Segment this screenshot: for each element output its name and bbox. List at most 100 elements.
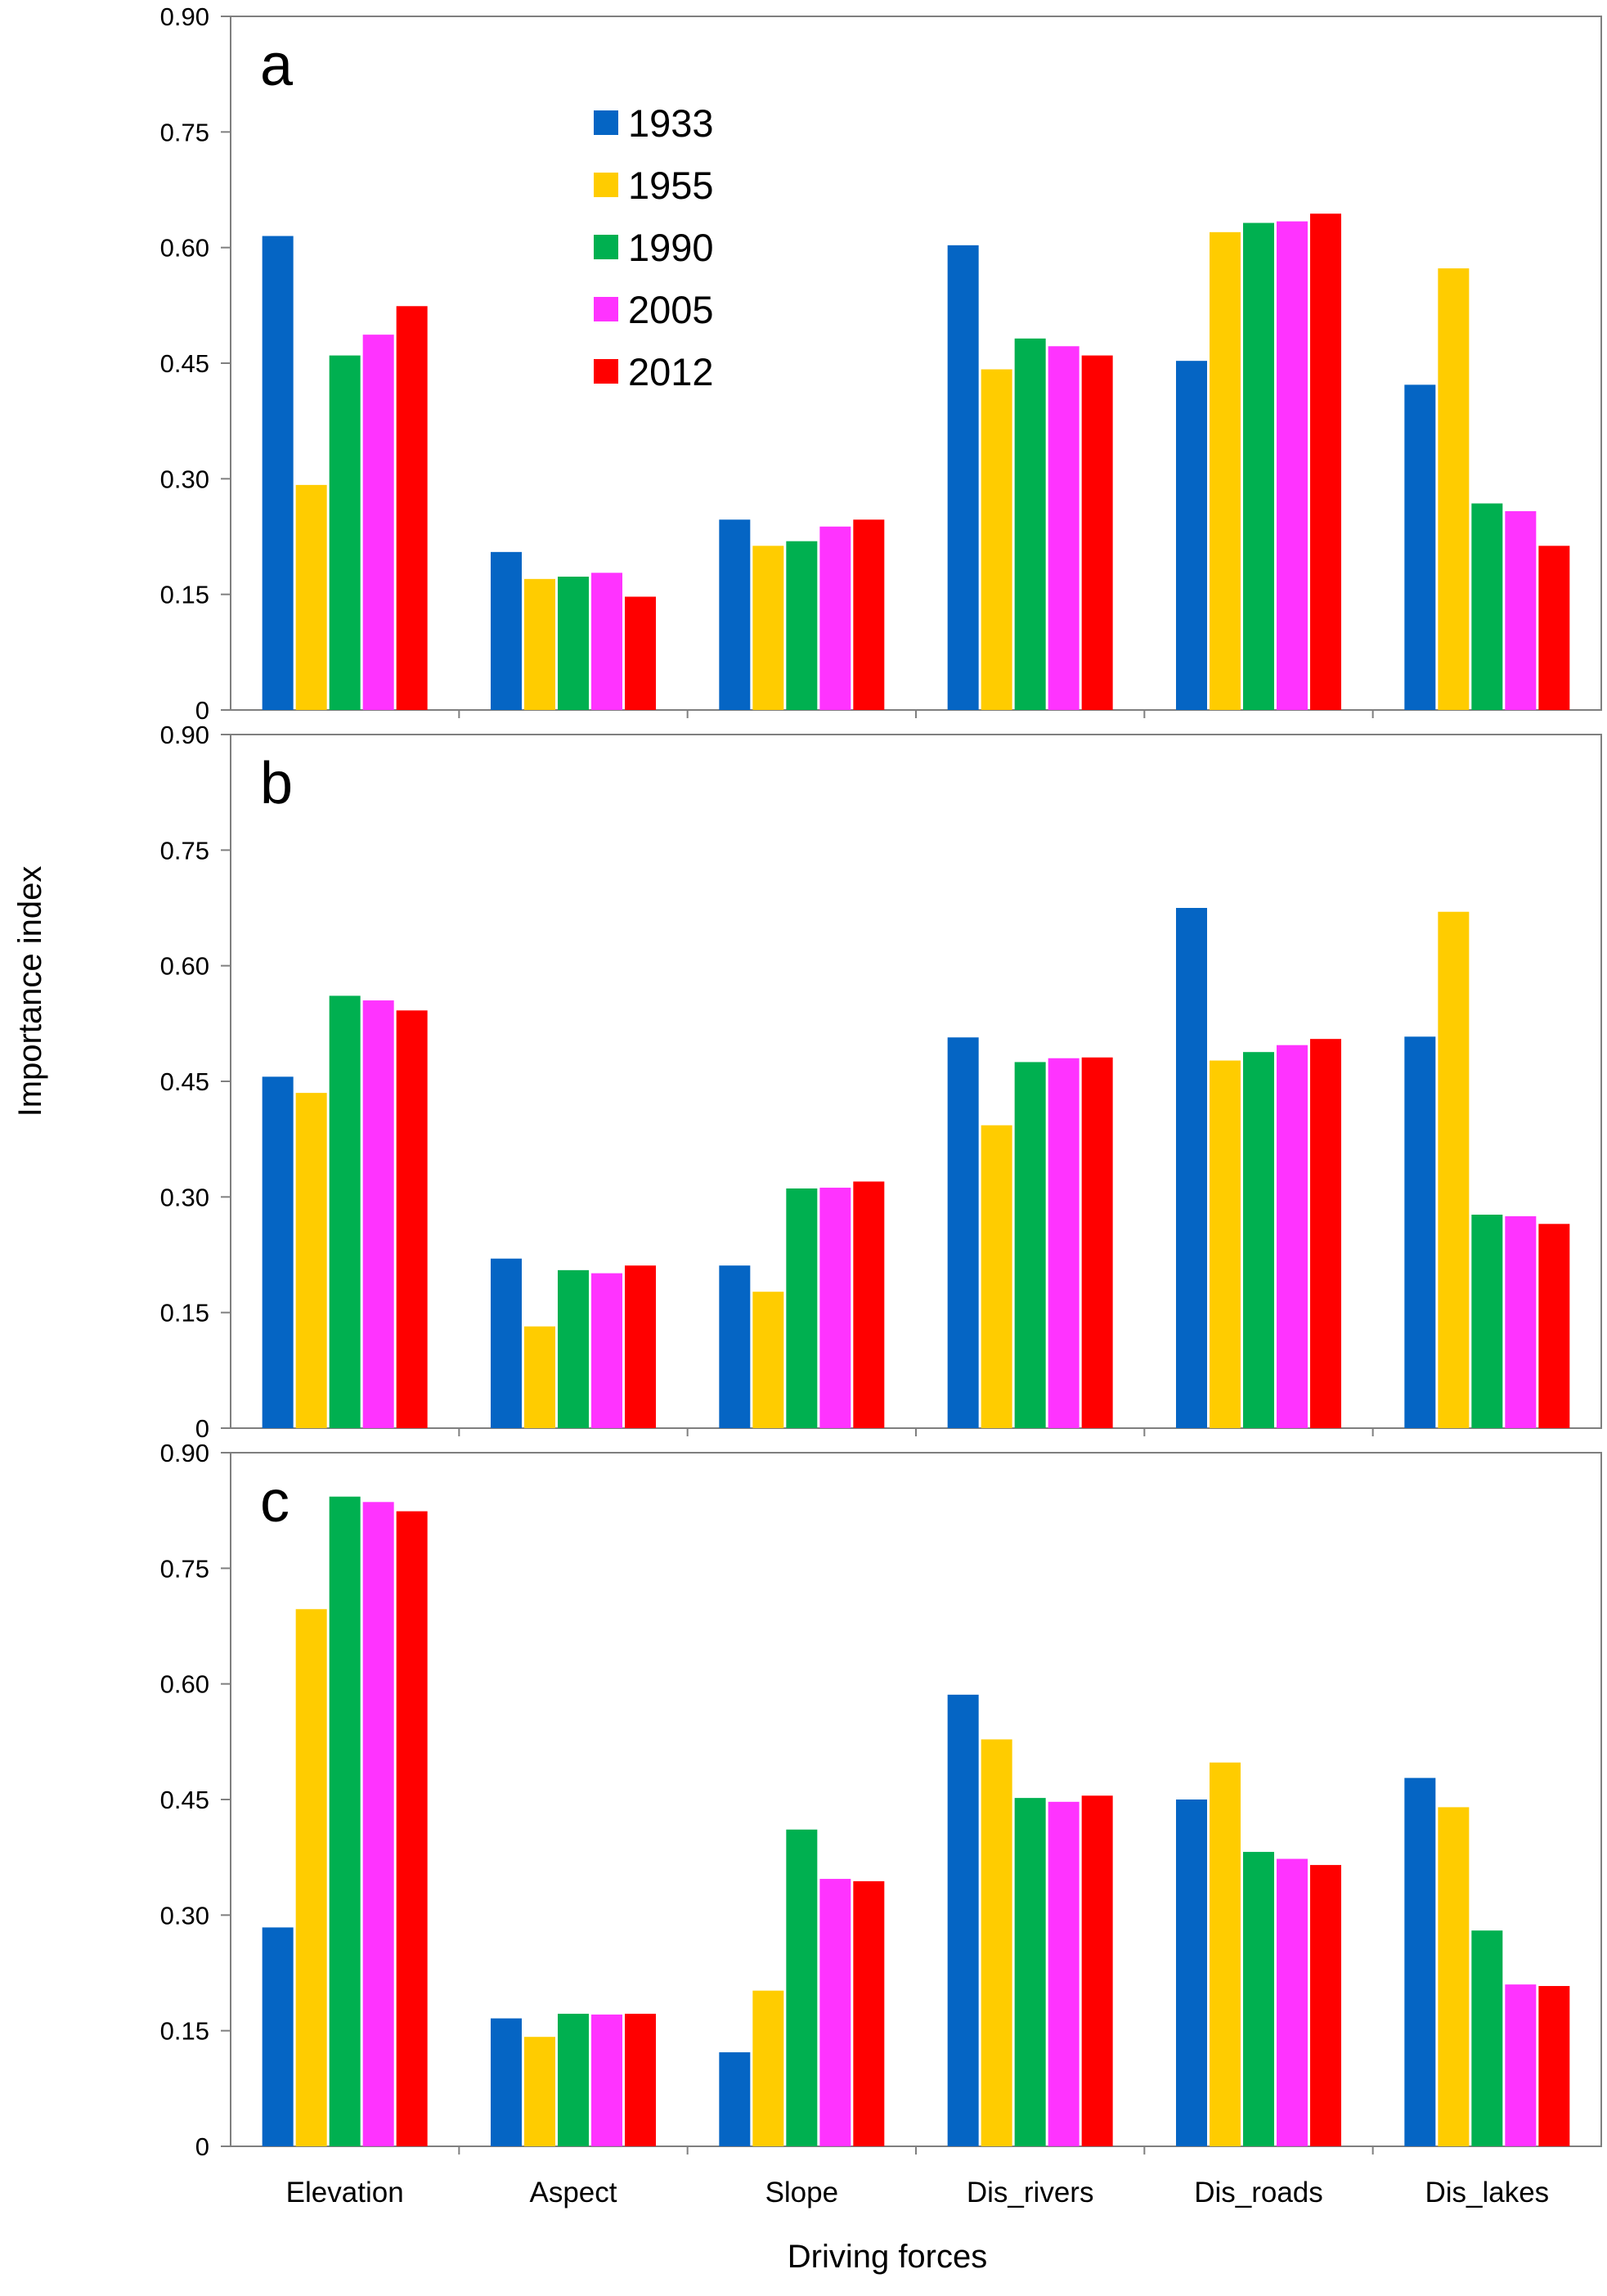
bar-slope-1933	[719, 519, 751, 710]
y-tick-label: 0.15	[160, 581, 209, 609]
bar-slope-1933	[719, 1265, 751, 1428]
bar-dis-rivers-1933	[947, 245, 979, 711]
bar-aspect-1990	[558, 2013, 589, 2146]
bar-slope-2012	[853, 519, 885, 710]
bar-slope-1955	[752, 1292, 784, 1428]
bar-elevation-1955	[295, 484, 327, 710]
y-tick-label: 0	[195, 2132, 209, 2161]
y-tick-label: 0.15	[160, 2017, 209, 2046]
bar-dis-rivers-2005	[1048, 346, 1080, 710]
bar-dis-rivers-2005	[1048, 1058, 1080, 1428]
y-tick-label: 0.30	[160, 465, 209, 493]
x-category-label: Dis_rivers	[967, 2177, 1094, 2208]
bar-dis-roads-1933	[1176, 361, 1207, 710]
bar-elevation-2012	[396, 306, 428, 710]
panel-a-y-axis: 0 0.15 0.30 0.45 0.60 0.75 0.90	[160, 2, 1374, 725]
bar-aspect-1955	[524, 578, 555, 710]
bar-aspect-1955	[524, 2037, 555, 2146]
bar-slope-1933	[719, 2052, 751, 2146]
bar-dis-roads-2012	[1310, 1865, 1341, 2146]
bar-dis-lakes-1990	[1471, 1215, 1503, 1428]
legend-swatch-1933	[594, 110, 618, 135]
bar-dis-lakes-1955	[1438, 268, 1470, 710]
bar-dis-lakes-1955	[1438, 911, 1470, 1428]
legend-swatch-1955	[594, 173, 618, 197]
bar-dis-rivers-2012	[1081, 1057, 1113, 1428]
bar-dis-lakes-1933	[1404, 1036, 1436, 1428]
legend: 1933 1955 1990 2005 2012	[594, 101, 714, 393]
bar-aspect-1933	[491, 2018, 522, 2146]
bar-dis-roads-2005	[1277, 1858, 1308, 2146]
y-tick-label: 0.75	[160, 1554, 209, 1583]
bar-aspect-1933	[491, 551, 522, 710]
panel-a-bars	[262, 213, 1570, 711]
bar-slope-2005	[819, 526, 851, 710]
y-tick-label: 0.75	[160, 836, 209, 865]
bar-dis-roads-1933	[1176, 1800, 1207, 2146]
bar-dis-roads-2005	[1277, 221, 1308, 710]
bar-dis-rivers-2012	[1081, 355, 1113, 710]
bar-dis-roads-2012	[1310, 213, 1341, 711]
bar-dis-roads-1955	[1210, 231, 1241, 710]
legend-label-2005: 2005	[628, 288, 714, 331]
legend-swatch-1990	[594, 235, 618, 259]
bar-dis-lakes-1990	[1471, 503, 1503, 710]
bar-slope-2005	[819, 1879, 851, 2146]
bar-elevation-2005	[362, 1000, 394, 1428]
bar-dis-rivers-1933	[947, 1694, 979, 2146]
x-category-label: Dis_lakes	[1425, 2177, 1549, 2208]
bar-elevation-1990	[329, 995, 361, 1428]
bar-dis-lakes-1933	[1404, 1777, 1436, 2146]
bar-slope-2012	[853, 1181, 885, 1428]
x-axis-category-labels: Elevation Aspect Slope Dis_rivers Dis_roads D…	[286, 2177, 1550, 2208]
y-tick-label: 0.30	[160, 1183, 209, 1211]
bar-dis-rivers-1955	[981, 1739, 1012, 2146]
panel-b: 0 0.15 0.30 0.45 0.60 0.75 0.90 b	[160, 721, 1602, 1443]
bar-aspect-2005	[591, 1273, 622, 1428]
panel-c-bars	[262, 1496, 1570, 2146]
bar-dis-rivers-2005	[1048, 1801, 1080, 2146]
bar-slope-2012	[853, 1880, 885, 2146]
bar-dis-rivers-1990	[1014, 1798, 1046, 2146]
bar-aspect-2005	[591, 2014, 622, 2146]
bar-dis-roads-1990	[1243, 222, 1274, 710]
bar-dis-roads-2005	[1277, 1045, 1308, 1428]
y-tick-label: 0.45	[160, 1067, 209, 1096]
bar-dis-lakes-1933	[1404, 384, 1436, 710]
x-category-label: Slope	[765, 2177, 839, 2208]
y-tick-label: 0.90	[160, 1439, 209, 1467]
bar-aspect-2012	[625, 1265, 656, 1428]
panel-c-letter: c	[260, 1469, 290, 1534]
y-tick-label: 0.90	[160, 721, 209, 749]
bar-dis-roads-1955	[1210, 1762, 1241, 2146]
panel-a-letter: a	[260, 33, 294, 98]
bar-slope-1990	[786, 1188, 818, 1428]
bar-aspect-2012	[625, 596, 656, 710]
y-tick-label: 0.45	[160, 1786, 209, 1814]
bar-elevation-1990	[329, 355, 361, 710]
x-category-label: Dis_roads	[1194, 2177, 1323, 2208]
y-tick-label: 0.75	[160, 118, 209, 146]
y-tick-label: 0.60	[160, 1670, 209, 1699]
y-tick-label: 0.30	[160, 1901, 209, 1930]
bar-dis-lakes-1955	[1438, 1807, 1470, 2146]
bar-aspect-2005	[591, 573, 622, 710]
bar-elevation-1933	[262, 236, 294, 710]
bar-slope-1990	[786, 1829, 818, 2146]
y-tick-label: 0.60	[160, 952, 209, 981]
bar-aspect-2012	[625, 2013, 656, 2146]
bar-elevation-2012	[396, 1511, 428, 2146]
bar-dis-lakes-2012	[1538, 1986, 1570, 2146]
bar-elevation-1955	[295, 1609, 327, 2146]
legend-label-1955: 1955	[628, 164, 714, 207]
bar-elevation-1933	[262, 1927, 294, 2146]
x-category-label: Aspect	[530, 2177, 617, 2208]
bar-aspect-1955	[524, 1326, 555, 1428]
panel-c: 0 0.15 0.30 0.45 0.60 0.75 0.90 c	[160, 1439, 1602, 2161]
bar-elevation-2012	[396, 1010, 428, 1428]
bar-aspect-1990	[558, 1269, 589, 1428]
y-tick-label: 0	[195, 696, 209, 725]
bar-dis-rivers-2012	[1081, 1795, 1113, 2146]
bar-dis-roads-1990	[1243, 1052, 1274, 1428]
